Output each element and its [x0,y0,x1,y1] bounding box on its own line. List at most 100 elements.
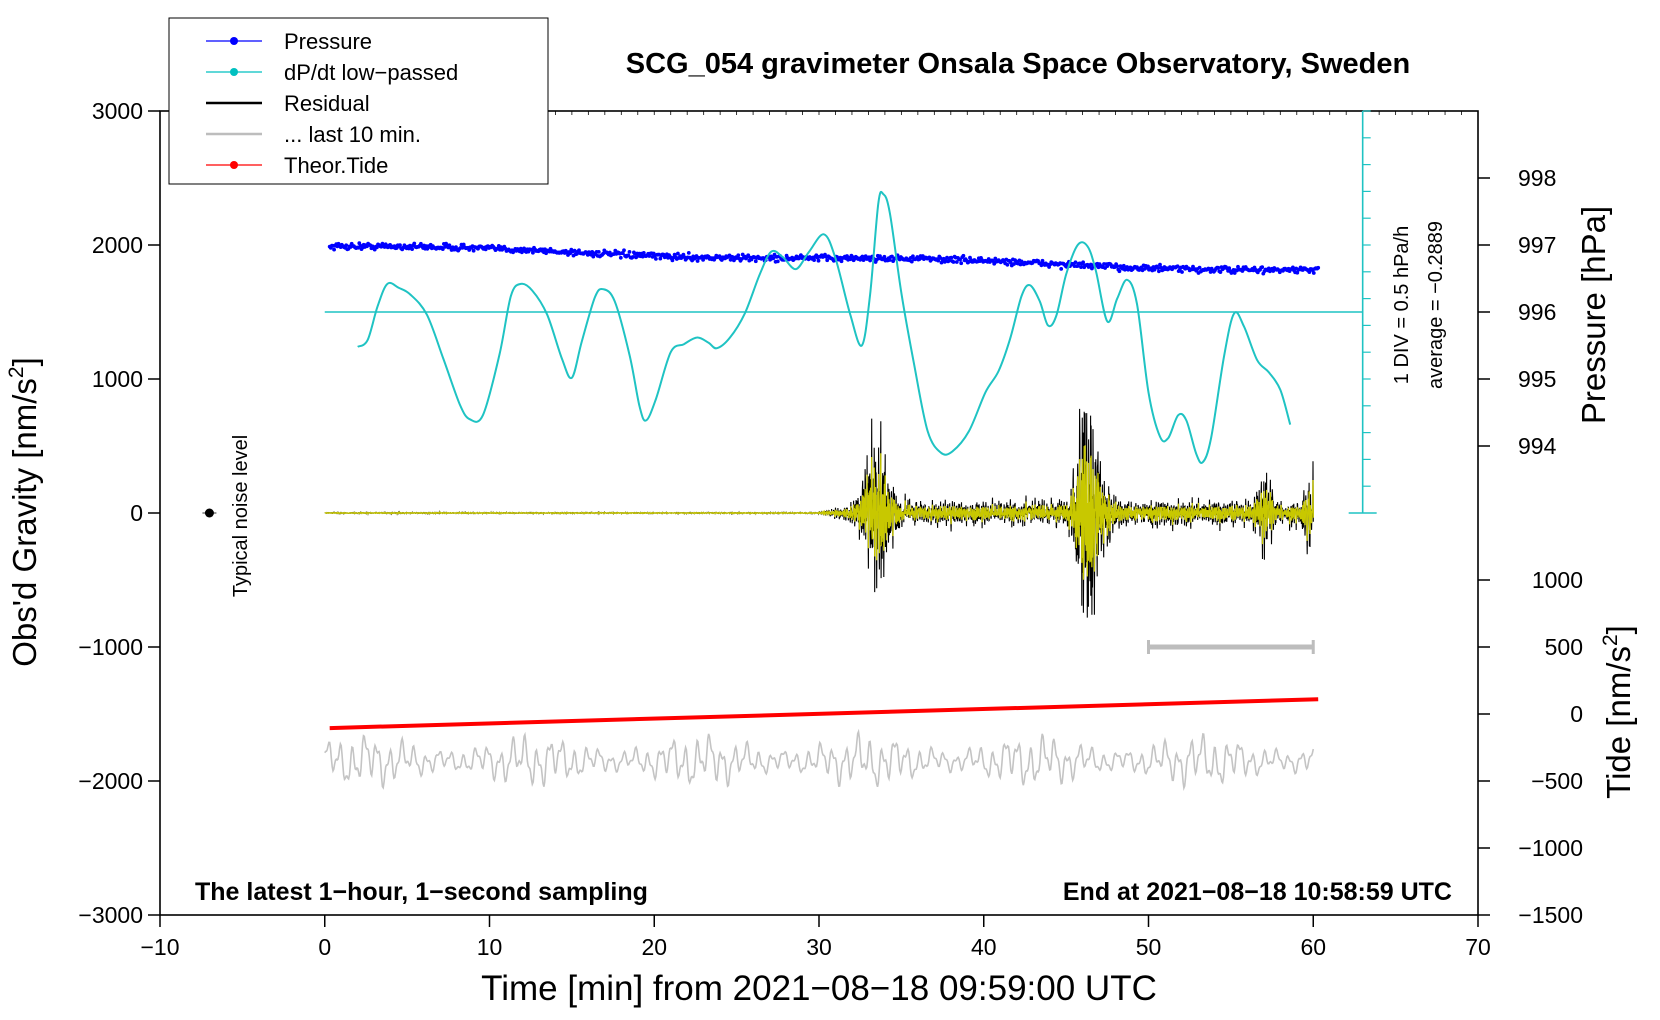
pressure-point [1197,265,1202,270]
pressure-point [471,248,476,253]
tide-axis: −1500 −1000 −500 0 500 1000 [1478,567,1583,928]
pressure-point [959,261,964,266]
pressure-point [621,251,625,256]
pressure-point [961,253,966,258]
pressure-point [1157,269,1161,274]
legend-label: Residual [284,91,370,116]
pressure-point [1012,262,1016,266]
pressure-point [1008,260,1013,265]
pressure-point [618,255,623,260]
pressure-tick-label: 997 [1518,232,1556,258]
pressure-point [591,254,596,259]
legend-label: dP/dt low−passed [284,60,458,85]
pressure-point [1216,265,1221,270]
div-scale-label: 1 DIV = 0.5 hPa/h [1391,226,1413,384]
series-layer [324,190,1321,791]
pressure-point [863,254,868,258]
pressure-point [728,257,733,262]
y-label-left-main: Obs'd Gravity [nm/s [6,378,43,667]
average-label: average = −0.2889 [1425,221,1447,389]
annotation-layer [202,110,1377,654]
pressure-point [954,260,959,264]
pressure-point [1316,265,1321,270]
tide-label-main: Tide [nm/s [1600,646,1637,799]
pressure-point [332,247,336,252]
y-label-left-tail: ] [6,357,43,366]
pressure-point [825,258,830,263]
tide-tick-label: 500 [1545,634,1583,660]
y-tick-label: −1000 [78,634,143,660]
annotation-end-time: End at 2021−08−18 10:58:59 UTC [1063,878,1452,906]
pressure-point [839,259,844,264]
chart-title: SCG_054 gravimeter Onsala Space Observat… [626,48,1410,80]
y-tick-label: 1000 [92,366,143,392]
series-residual-filtered [324,445,1314,580]
pressure-tick-label: 996 [1518,299,1556,325]
pressure-point [890,254,894,259]
pressure-point [775,259,780,264]
tide-label-sup: 2 [1599,634,1622,646]
tide-tick-label: −1500 [1518,902,1583,928]
x-tick-label: 30 [806,934,832,960]
pressure-point [1227,266,1232,270]
pressure-point [945,255,949,260]
y-label-left-sup: 2 [5,366,28,378]
pressure-point [958,257,962,262]
pressure-point [520,250,524,255]
x-tick-label: 0 [318,934,331,960]
series-dpdt [357,190,1292,464]
pressure-point [461,242,466,247]
pressure-point [641,251,646,255]
x-tick-label: 70 [1465,934,1491,960]
pressure-point [1121,263,1126,268]
y-axis-label-left: Obs'd Gravity [nm/s2] [5,357,43,667]
legend: Pressure dP/dt low−passed Residual ... last… [168,17,549,185]
series-theor-tide [329,697,1319,731]
legend-box [168,17,549,185]
noise-marker [204,508,214,518]
pressure-point [1117,269,1122,274]
x-tick-label: 60 [1300,934,1326,960]
pressure-point [1158,262,1162,267]
y-tick-label: 0 [130,500,143,526]
legend-label: Theor.Tide [284,153,388,178]
pressure-point [412,241,417,246]
legend-marker [230,161,238,169]
x-tick-label: 40 [971,934,997,960]
pressure-point [572,248,577,253]
pressure-point [868,258,872,263]
pressure-point [344,243,349,248]
y-tick-label: 3000 [92,98,143,124]
y-tick-label: −2000 [78,768,143,794]
pressure-point [1307,270,1312,274]
x-tick-label: 50 [1136,934,1162,960]
pressure-point [622,248,626,253]
pressure-point [882,254,887,259]
pressure-point [949,255,954,260]
pressure-axis-label: Pressure [hPa] [1575,206,1612,424]
pressure-point [1260,265,1265,269]
noise-level-label: Typical noise level [230,435,252,597]
x-tick-label: 10 [477,934,503,960]
pressure-point [1081,260,1085,265]
series-last-10-min [324,728,1315,791]
pressure-tick-label: 994 [1518,433,1557,459]
pressure-point [736,253,741,258]
x-axis-label: Time [min] from 2021−08−18 09:59:00 UTC [481,969,1157,1008]
pressure-point [887,258,892,262]
pressure-point [816,258,821,263]
y-axis-left: −3000 −2000 −1000 0 1000 2000 3000 [78,98,160,928]
pressure-point [771,256,776,261]
pressure-point [1311,271,1316,275]
pressure-point [531,250,535,255]
pressure-point [1155,266,1160,270]
pressure-point [1295,270,1300,275]
pressure-point [1115,264,1120,268]
pressure-point [676,251,680,256]
pressure-tick-label: 998 [1518,165,1556,191]
pressure-point [1005,262,1010,267]
tide-tick-label: −500 [1531,768,1583,794]
legend-marker [230,68,238,76]
tide-tick-label: −1000 [1518,835,1583,861]
series-pressure [327,241,1321,276]
